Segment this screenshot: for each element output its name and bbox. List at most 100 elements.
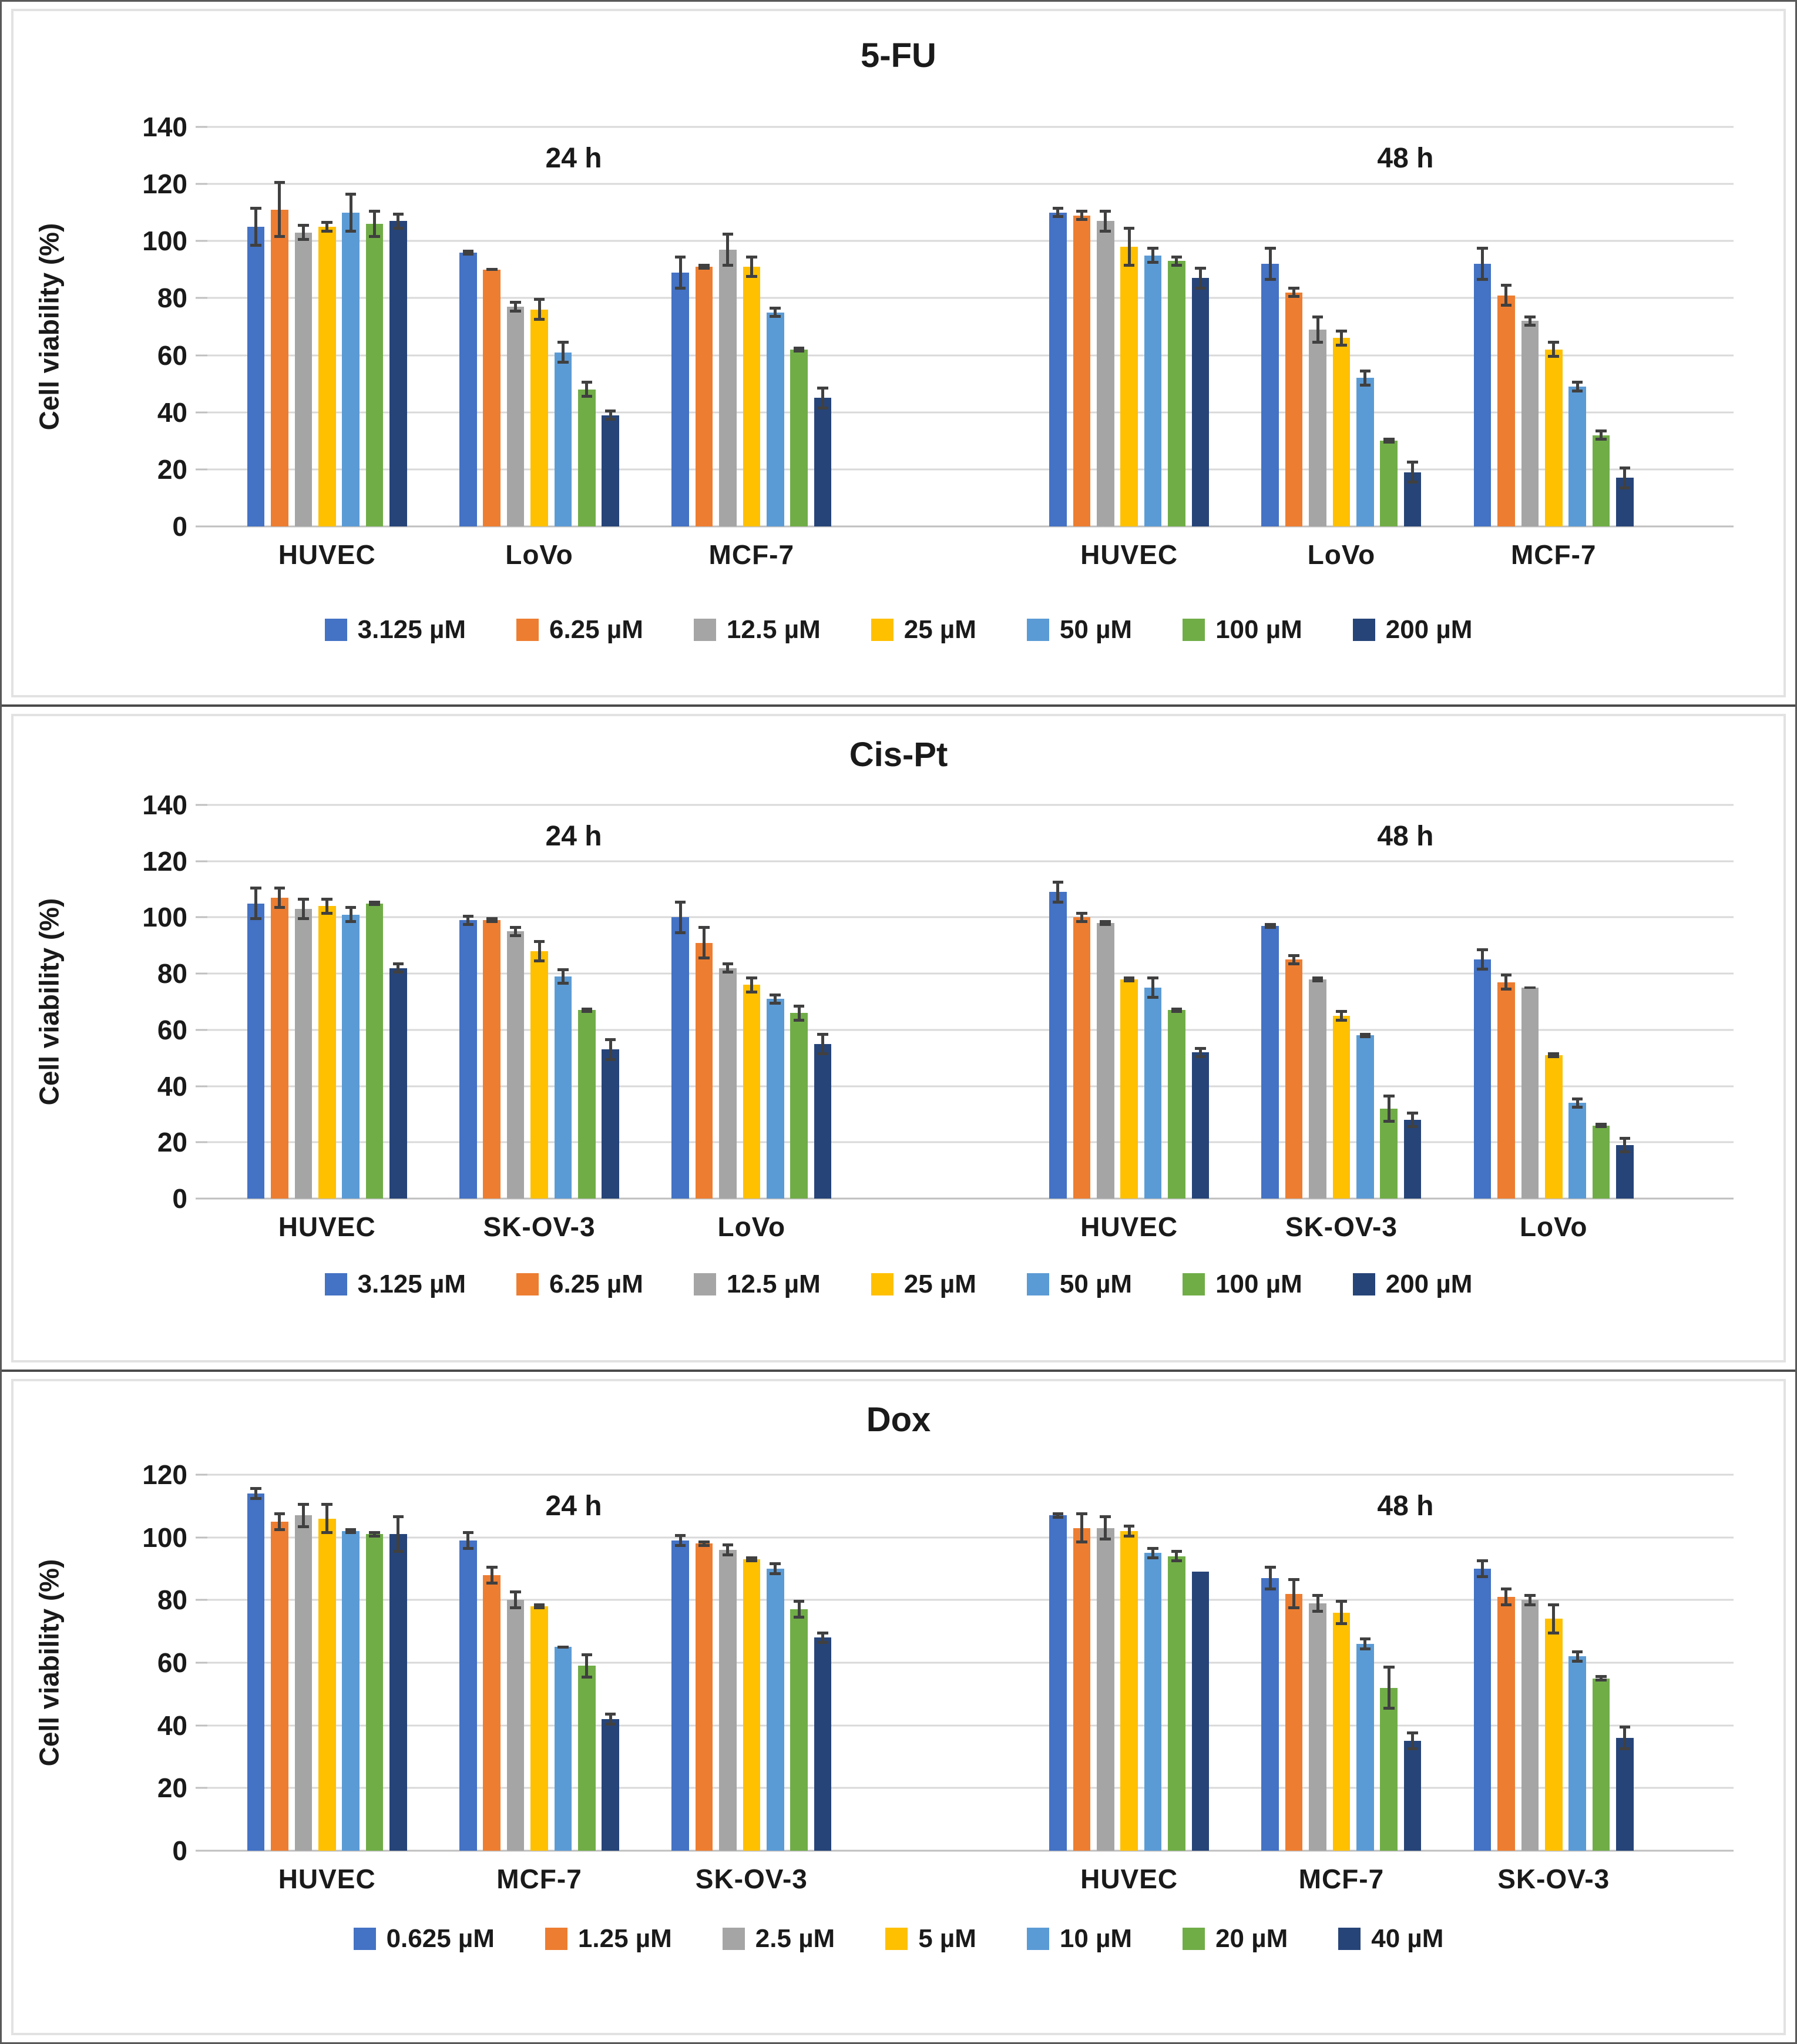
error-bar-cap	[392, 1550, 404, 1553]
error-bar-cap	[1383, 1666, 1395, 1669]
error-bar-stem	[301, 1506, 305, 1525]
error-bar	[1288, 287, 1299, 298]
bar-slot	[1567, 127, 1587, 526]
bar-slot	[1190, 1475, 1210, 1851]
error-bar-cap	[250, 917, 261, 921]
error-bar	[1477, 948, 1488, 971]
error-bar-cap	[1147, 996, 1158, 999]
error-bar	[462, 249, 474, 256]
bar-slot	[317, 127, 337, 526]
error-bar-cap	[1100, 209, 1111, 213]
error-bar-cap	[746, 255, 757, 259]
bar	[1568, 1656, 1586, 1851]
bar-group: HUVEC	[244, 805, 410, 1254]
error-bar-stem	[585, 1656, 589, 1676]
error-bar	[604, 1713, 616, 1726]
bar	[1096, 923, 1114, 1199]
bar-slot	[789, 127, 809, 526]
error-bar-cap	[1264, 925, 1276, 929]
bar	[743, 1559, 761, 1851]
legend-swatch	[1338, 1928, 1361, 1950]
error-bar-cap	[674, 900, 686, 904]
error-bar-cap	[369, 1534, 380, 1538]
error-bar-stem	[490, 1568, 493, 1582]
gridline	[207, 1085, 1734, 1088]
error-bar-cap	[817, 1032, 828, 1036]
error-bar-cap	[1123, 976, 1135, 979]
error-bar-stem	[538, 942, 541, 959]
gridline	[207, 240, 1734, 242]
error-bar-cap	[486, 1581, 498, 1585]
error-bar-cap	[1336, 329, 1347, 333]
error-bar	[1264, 247, 1276, 281]
bar-slot	[1402, 1475, 1422, 1851]
error-bar-stem	[1576, 1100, 1579, 1106]
error-bar-stem	[397, 965, 400, 971]
error-bar-cap	[1383, 1094, 1395, 1097]
error-bar	[817, 387, 828, 410]
bar	[1521, 988, 1539, 1199]
error-bar-cap	[674, 255, 686, 259]
error-bar-cap	[770, 1572, 781, 1575]
bar-slot	[1331, 805, 1351, 1199]
bar-slot	[1544, 127, 1564, 526]
error-bar-cap	[1477, 1559, 1488, 1562]
bar-slot	[1167, 1475, 1187, 1851]
error-bar-cap	[345, 920, 357, 923]
error-bar	[321, 1503, 332, 1535]
bar	[1521, 1600, 1539, 1851]
plot-area: Cell viability (%) 120 100 80 60 40 20 0 24 h 48…	[33, 1459, 1734, 1907]
error-bar-cap	[793, 1004, 805, 1008]
error-bar-stem	[703, 928, 706, 957]
bar-slot	[1119, 1475, 1139, 1851]
error-bar-cap	[298, 917, 309, 921]
bar-slot	[1096, 1475, 1116, 1851]
bar	[671, 272, 689, 526]
error-bar-cap	[557, 361, 569, 364]
error-bar-cap	[746, 1556, 757, 1559]
bar-group: HUVEC	[244, 1475, 410, 1907]
error-bar-cap	[1336, 1622, 1347, 1625]
error-bar-stem	[1175, 258, 1178, 264]
bar	[602, 1049, 619, 1199]
error-bar-stem	[1481, 951, 1484, 968]
error-bar-cap	[1571, 389, 1583, 392]
error-bar-cap	[274, 1512, 285, 1515]
error-bar-cap	[486, 917, 498, 921]
bar-slot	[1143, 127, 1163, 526]
bar	[271, 209, 288, 526]
error-bar-stem	[1528, 318, 1531, 324]
bar	[1380, 1108, 1398, 1199]
bar	[271, 1522, 288, 1851]
error-bar-cap	[1052, 215, 1064, 219]
gridline	[207, 1474, 1734, 1476]
error-bar	[298, 224, 309, 241]
plot-area: Cell viability (%) 140 120 100 80 60 40 20 0 24 …	[33, 112, 1734, 582]
bar	[483, 920, 501, 1199]
error-bar-cap	[462, 252, 474, 256]
time-label: 24 h	[545, 143, 602, 174]
legend-item: 3.125 µM	[324, 1270, 466, 1299]
error-bar-stem	[254, 210, 258, 244]
error-bar-cap	[722, 1543, 734, 1547]
error-bar-cap	[1407, 1747, 1418, 1751]
bar-slot	[505, 805, 525, 1199]
error-bar-cap	[793, 349, 805, 353]
legend-swatch	[1352, 1273, 1375, 1295]
bar	[1144, 1553, 1162, 1851]
error-bar	[392, 962, 404, 974]
bar-slot	[1072, 1475, 1091, 1851]
gridline	[207, 1197, 1734, 1200]
error-bar-cap	[274, 181, 285, 184]
bar	[814, 1043, 832, 1199]
error-bar-stem	[1600, 432, 1603, 438]
error-bar-cap	[1171, 264, 1183, 267]
bar-slot	[1472, 1475, 1492, 1851]
error-bar	[1407, 1731, 1418, 1751]
bar-slot	[270, 127, 290, 526]
legend-label: 200 µM	[1385, 1270, 1473, 1298]
bar-slot	[718, 1475, 738, 1851]
bar	[695, 267, 713, 526]
bar-slot	[1520, 805, 1540, 1199]
legend-item: 12.5 µM	[693, 615, 821, 645]
